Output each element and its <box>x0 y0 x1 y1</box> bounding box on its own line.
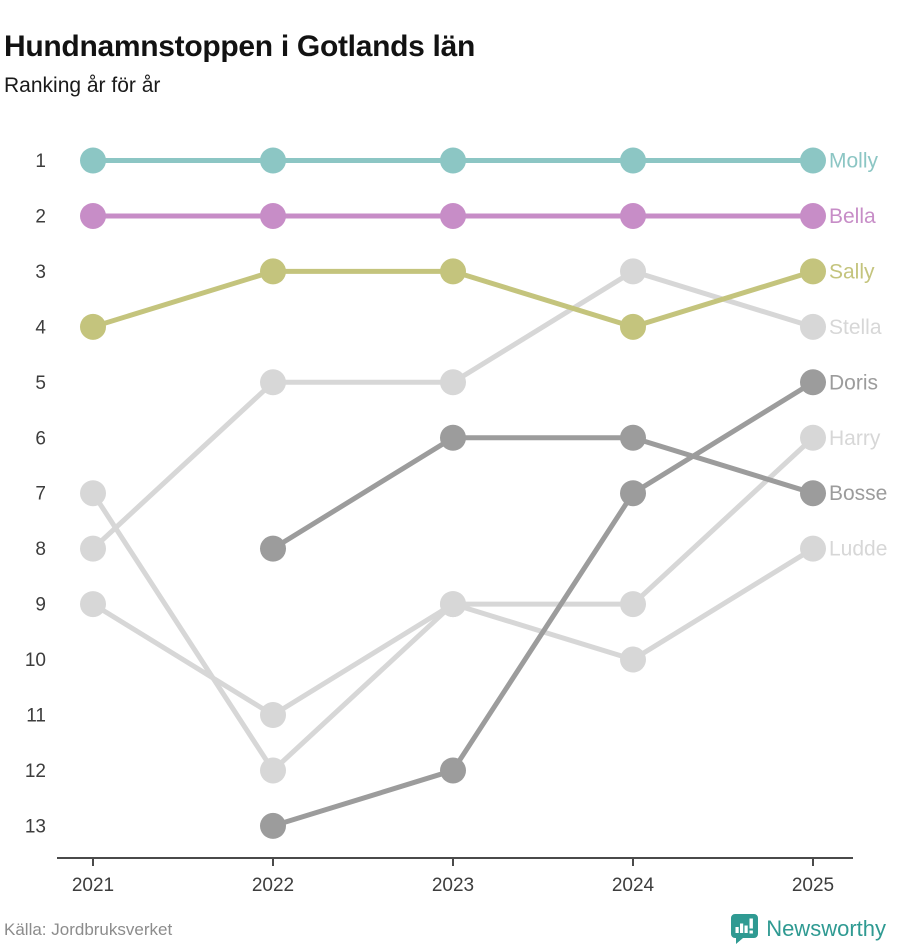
y-tick-label: 9 <box>35 595 46 616</box>
point-ludde-2022 <box>260 702 286 728</box>
y-tick-label: 7 <box>35 484 46 505</box>
newsworthy-logo[interactable]: Newsworthy <box>730 914 886 944</box>
y-tick-label: 11 <box>26 706 46 727</box>
y-tick-label: 10 <box>25 650 46 671</box>
series-line-stella <box>91 268 814 551</box>
x-tick-label: 2023 <box>432 875 474 896</box>
newsworthy-wordmark: Newsworthy <box>766 916 886 941</box>
point-sally-2023 <box>440 258 466 285</box>
point-stella-2023 <box>440 369 466 396</box>
x-tick-label: 2024 <box>612 875 655 896</box>
y-tick-label: 4 <box>35 317 46 338</box>
series-line-ludde <box>91 546 815 718</box>
point-bella-2022 <box>260 202 286 229</box>
y-tick-label: 6 <box>35 428 46 449</box>
point-bosse-2025 <box>800 480 826 507</box>
point-molly-2025 <box>800 147 826 174</box>
point-ludde-2025 <box>800 535 826 562</box>
point-doris-2022 <box>260 812 286 839</box>
series-label-bella: Bella <box>829 205 876 228</box>
series-label-sally: Sally <box>829 260 875 283</box>
series-label-molly: Molly <box>829 150 879 173</box>
point-molly-2023 <box>440 147 466 174</box>
point-bella-2025 <box>800 202 826 229</box>
point-stella-2021 <box>80 535 106 562</box>
point-molly-2021 <box>80 147 106 174</box>
series-label-harry: Harry <box>829 427 881 450</box>
point-harry-2021 <box>80 480 106 507</box>
point-ludde-2021 <box>80 591 106 618</box>
point-sally-2021 <box>80 313 106 340</box>
point-harry-2024 <box>620 591 646 618</box>
y-tick-label: 13 <box>25 816 46 837</box>
x-tick-label: 2025 <box>792 875 834 896</box>
point-bella-2023 <box>440 202 466 229</box>
point-doris-2023 <box>440 757 466 784</box>
y-tick-label: 2 <box>35 206 46 227</box>
point-stella-2025 <box>800 313 826 340</box>
x-tick-label: 2022 <box>252 875 294 896</box>
series-label-bosse: Bosse <box>829 482 887 505</box>
series-label-stella: Stella <box>829 316 882 339</box>
point-molly-2024 <box>620 147 646 174</box>
y-tick-label: 3 <box>35 262 46 283</box>
series-line-bosse <box>271 435 814 551</box>
point-bella-2024 <box>620 202 646 229</box>
point-bosse-2022 <box>260 535 286 562</box>
point-ludde-2023 <box>440 591 466 618</box>
series-label-ludde: Ludde <box>829 538 887 561</box>
chart-subtitle: Ranking år för år <box>4 74 161 97</box>
point-molly-2022 <box>260 147 286 174</box>
page-title: Hundnamnstoppen i Gotlands län <box>4 30 476 64</box>
x-tick-label: 2021 <box>72 875 114 896</box>
newsworthy-icon <box>731 914 759 944</box>
point-sally-2022 <box>260 258 286 285</box>
point-doris-2024 <box>620 480 646 507</box>
point-bella-2021 <box>80 202 106 229</box>
point-bosse-2023 <box>440 424 466 451</box>
y-tick-label: 8 <box>35 539 46 560</box>
y-tick-label: 1 <box>35 151 46 172</box>
point-doris-2025 <box>800 369 826 396</box>
point-ludde-2024 <box>620 646 646 673</box>
y-tick-label: 12 <box>25 761 46 782</box>
point-sally-2024 <box>620 313 646 340</box>
point-harry-2025 <box>800 424 826 451</box>
series-label-doris: Doris <box>829 371 878 394</box>
source-note: Källa: Jordbruksverket <box>4 920 173 939</box>
series-line-doris <box>272 380 815 829</box>
point-sally-2025 <box>800 258 826 285</box>
y-tick-label: 5 <box>35 373 46 394</box>
point-harry-2022 <box>260 757 286 784</box>
point-bosse-2024 <box>620 424 646 451</box>
point-stella-2024 <box>620 258 646 285</box>
point-stella-2022 <box>260 369 286 396</box>
